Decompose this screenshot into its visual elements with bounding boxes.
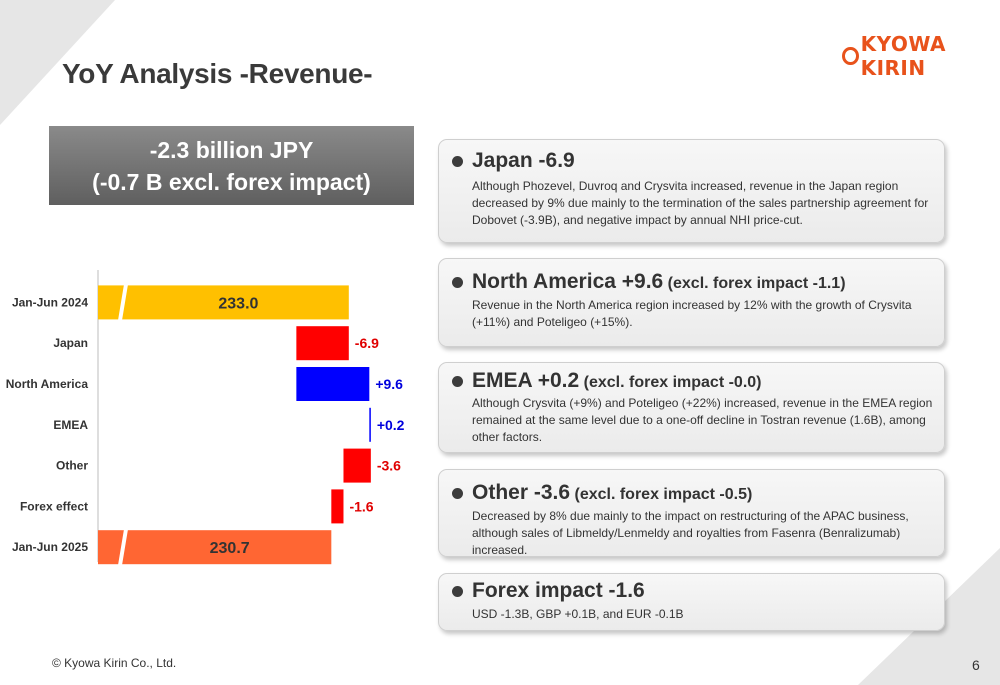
headline-line1: -2.3 billion JPY bbox=[149, 137, 314, 163]
total-bar bbox=[98, 530, 332, 565]
card-heading-main: Forex impact -1.6 bbox=[472, 579, 645, 602]
logo-text: KYOWA KIRIN bbox=[860, 32, 947, 80]
category-label: Jan-Jun 2025 bbox=[12, 540, 88, 554]
bullet-icon bbox=[452, 586, 463, 597]
bullet-icon bbox=[452, 376, 463, 387]
copyright-footer: © Kyowa Kirin Co., Ltd. bbox=[52, 656, 177, 670]
card-emea: EMEA +0.2 (excl. forex impact -0.0) Alth… bbox=[438, 362, 945, 453]
category-label: Forex effect bbox=[20, 499, 88, 513]
card-north-america: North America +9.6 (excl. forex impact -… bbox=[438, 258, 945, 347]
page-number: 6 bbox=[972, 657, 980, 673]
card-forex: Forex impact -1.6 USD -1.3B, GBP +0.1B, … bbox=[438, 573, 945, 631]
bullet-icon bbox=[452, 277, 463, 288]
card-heading-note: (excl. forex impact -0.0) bbox=[583, 374, 762, 391]
increase-bar bbox=[296, 367, 370, 401]
data-label: +0.2 bbox=[377, 417, 405, 433]
total-bar bbox=[98, 285, 349, 320]
decrease-bar bbox=[296, 326, 349, 361]
data-label: -3.6 bbox=[377, 458, 401, 474]
headline-box: -2.3 billion JPY (-0.7 B excl. forex imp… bbox=[49, 126, 414, 205]
card-heading-main: North America +9.6 bbox=[472, 270, 664, 293]
bullet-icon bbox=[452, 156, 463, 167]
waterfall-chart: Jan-Jun 2024 233.0 Japan -6.9 North America +… bbox=[6, 270, 405, 566]
page-title: YoY Analysis -Revenue- bbox=[62, 58, 373, 89]
category-label: Japan bbox=[53, 336, 88, 350]
company-logo: KYOWA KIRIN bbox=[842, 32, 1000, 80]
card-heading: Japan -6.9 bbox=[472, 149, 575, 173]
category-label: North America bbox=[6, 377, 89, 391]
increase-bar bbox=[369, 407, 371, 442]
card-heading-main: EMEA +0.2 bbox=[472, 369, 580, 392]
data-label: 233.0 bbox=[218, 295, 258, 312]
card-heading: Other -3.6 (excl. forex impact -0.5) bbox=[472, 481, 752, 505]
card-heading-note: (excl. forex impact -0.5) bbox=[574, 486, 753, 503]
bullet-icon bbox=[452, 488, 463, 499]
card-heading-note: (excl. forex impact -1.1) bbox=[667, 275, 846, 292]
data-label: 230.7 bbox=[210, 540, 250, 557]
card-body: Revenue in the North America region incr… bbox=[472, 298, 912, 329]
card-body: Although Phozevel, Duvroq and Crysvita i… bbox=[472, 179, 929, 227]
headline-line2: (-0.7 B excl. forex impact) bbox=[92, 169, 371, 195]
axis-break-icon bbox=[118, 284, 128, 321]
category-label: EMEA bbox=[53, 418, 88, 432]
card-heading: EMEA +0.2 (excl. forex impact -0.0) bbox=[472, 369, 761, 393]
data-label: -1.6 bbox=[349, 498, 373, 514]
data-label: -6.9 bbox=[355, 335, 379, 351]
card-other: Other -3.6 (excl. forex impact -0.5) Dec… bbox=[438, 469, 945, 557]
axis-break-icon bbox=[118, 529, 128, 566]
data-label: +9.6 bbox=[375, 376, 403, 392]
card-japan: Japan -6.9 Although Phozevel, Duvroq and… bbox=[438, 139, 945, 243]
category-label: Jan-Jun 2024 bbox=[12, 295, 88, 309]
decrease-bar bbox=[343, 448, 371, 483]
card-body: Decreased by 8% due mainly to the impact… bbox=[472, 509, 909, 557]
card-heading: North America +9.6 (excl. forex impact -… bbox=[472, 270, 846, 294]
category-label: Other bbox=[56, 459, 88, 473]
decrease-bar bbox=[331, 489, 344, 524]
card-heading-main: Other -3.6 bbox=[472, 481, 571, 504]
card-body: USD -1.3B, GBP +0.1B, and EUR -0.1B bbox=[472, 607, 684, 621]
card-heading: Forex impact -1.6 bbox=[472, 579, 645, 603]
card-heading-main: Japan -6.9 bbox=[472, 149, 575, 172]
logo-mark-icon bbox=[842, 47, 859, 65]
card-body: Although Crysvita (+9%) and Poteligeo (+… bbox=[472, 396, 933, 444]
